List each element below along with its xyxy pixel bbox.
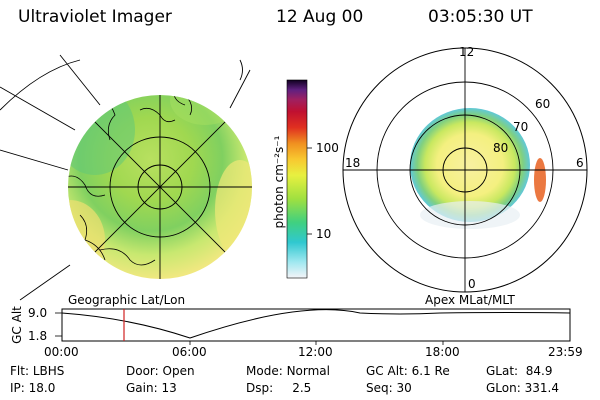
lat-label-60: 60 xyxy=(535,97,551,111)
date-label: 12 Aug 00 xyxy=(276,7,364,27)
orbit-plot xyxy=(55,308,571,345)
orbit-ylabel: GC Alt xyxy=(9,306,24,344)
info-flt: Flt: LBHS xyxy=(10,364,65,378)
info-seq: Seq: 30 xyxy=(366,381,412,395)
info-gc-alt: GC Alt: 6.1 Re xyxy=(366,364,450,378)
info-door: Door: Open xyxy=(126,364,195,378)
info-ip: IP: 18.0 xyxy=(10,381,56,395)
orbit-xtick-0600: 06:00 xyxy=(172,345,207,359)
orbit-ytick-high: 9.0 xyxy=(28,306,48,320)
orbit-xtick-1200: 12:00 xyxy=(298,345,333,359)
time-label: 03:05:30 UT xyxy=(428,7,533,27)
polar-panel-label: Apex MLat/MLT xyxy=(425,293,515,307)
instrument-title: Ultraviolet Imager xyxy=(18,7,172,27)
geographic-image xyxy=(0,54,252,301)
info-glon: GLon: 331.4 xyxy=(486,381,559,395)
mlt-label-0: 0 xyxy=(468,277,476,291)
colorbar-tick-100: 100 xyxy=(316,141,339,155)
colorbar xyxy=(286,79,312,279)
info-dsp: Dsp: 2.5 xyxy=(246,381,312,395)
polar-plot xyxy=(342,47,588,293)
orbit-xtick-1800: 18:00 xyxy=(425,345,460,359)
orbit-xtick-2359: 23:59 xyxy=(548,345,583,359)
orbit-ytick-low: 1.8 xyxy=(28,329,48,343)
colorbar-unit-label: photon cm⁻²s⁻¹ xyxy=(272,135,286,229)
mlt-label-12: 12 xyxy=(459,45,475,59)
colorbar-tick-10: 10 xyxy=(316,227,332,241)
geo-panel-label: Geographic Lat/Lon xyxy=(68,293,186,307)
info-mode: Mode: Normal xyxy=(246,364,330,378)
mlt-label-6: 6 xyxy=(576,156,584,170)
info-gain: Gain: 13 xyxy=(126,381,177,395)
lat-label-70: 70 xyxy=(513,120,529,134)
lat-label-80: 80 xyxy=(493,141,509,155)
mlt-label-18: 18 xyxy=(345,156,361,170)
orbit-xtick-0000: 00:00 xyxy=(44,345,79,359)
info-glat: GLat: 84.9 xyxy=(486,364,553,378)
